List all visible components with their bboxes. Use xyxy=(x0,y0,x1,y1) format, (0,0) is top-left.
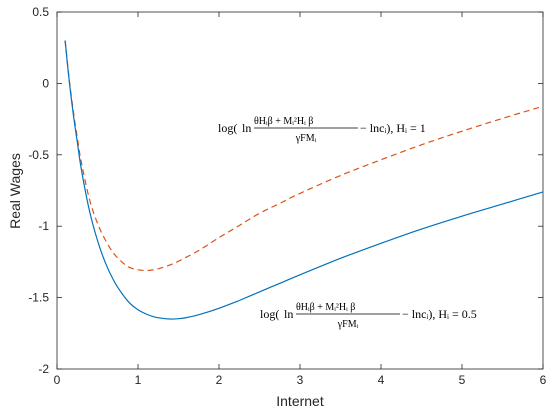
series-line-dashed xyxy=(64,40,544,272)
annotation-dashed-suffix: − lncᵢ), Hᵢ = 1 xyxy=(360,121,426,135)
x-tick-label: 3 xyxy=(297,373,304,387)
y-tick-label: -0.5 xyxy=(28,148,49,162)
annotation-solid-suffix: − lncᵢ), Hᵢ = 0.5 xyxy=(402,307,477,321)
series-line-solid xyxy=(64,40,544,320)
annotation-solid-ln: ln xyxy=(284,307,293,321)
y-axis-label: Real Wages xyxy=(7,153,23,229)
y-tick-label: -1.5 xyxy=(28,291,49,305)
x-tick-label: 2 xyxy=(216,373,223,387)
x-tick-label: 6 xyxy=(540,373,547,387)
annotation-dashed-numerator: θHᵢβ + Mᵢ²Hᵢ β xyxy=(254,116,313,127)
y-tick-label: -2 xyxy=(38,362,49,376)
annotation-solid-prefix: log( xyxy=(260,307,279,321)
annotation-dashed: log( ln θHᵢβ + Mᵢ²Hᵢ β γFMᵢ − lncᵢ), Hᵢ … xyxy=(218,116,426,144)
axis-ticks: 0 1 2 3 4 5 6 0.5 0 -0.5 -1 -1.5 -2 xyxy=(28,5,546,387)
annotation-dashed-denominator: γFMᵢ xyxy=(295,133,317,144)
series-group xyxy=(64,40,544,320)
annotation-solid-denominator: γFMᵢ xyxy=(337,319,359,330)
annotation-solid: log( ln θHᵢβ + Mᵢ²Hᵢ β γFMᵢ − lncᵢ), Hᵢ … xyxy=(260,302,477,330)
x-tick-label: 0 xyxy=(54,373,61,387)
y-tick-label: -1 xyxy=(38,219,49,233)
y-tick-label: 0 xyxy=(42,76,49,90)
annotation-solid-numerator: θHᵢβ + Mᵢ²Hᵢ β xyxy=(296,302,355,313)
x-axis-label: Internet xyxy=(276,393,324,409)
x-tick-label: 5 xyxy=(459,373,466,387)
y-tick-label: 0.5 xyxy=(32,5,49,19)
x-tick-label: 1 xyxy=(135,373,142,387)
x-tick-label: 4 xyxy=(378,373,385,387)
annotation-dashed-prefix: log( xyxy=(218,121,237,135)
annotation-dashed-ln: ln xyxy=(242,121,251,135)
